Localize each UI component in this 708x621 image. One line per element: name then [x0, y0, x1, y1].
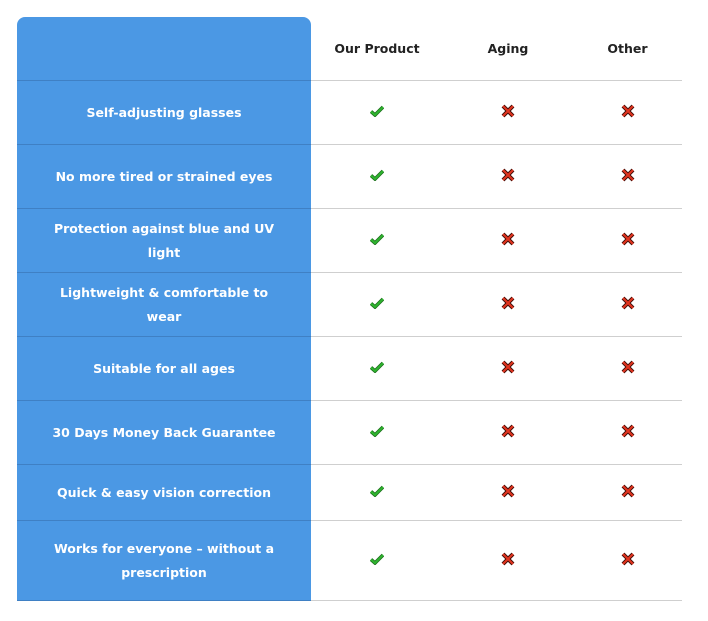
cross-icon — [501, 424, 515, 441]
cell — [311, 273, 443, 336]
feature-header — [17, 17, 311, 81]
table-row: 30 Days Money Back Guarantee — [17, 401, 682, 465]
check-icon — [369, 233, 385, 248]
column-other: Other — [607, 41, 648, 56]
cell — [573, 273, 682, 336]
cross-icon — [501, 104, 515, 121]
table-row: Works for everyone – without a prescript… — [17, 521, 682, 601]
check-icon — [369, 361, 385, 376]
column-aging: Aging — [487, 41, 529, 56]
check-icon — [369, 297, 385, 312]
cell — [573, 209, 682, 272]
cell — [443, 209, 573, 272]
cell — [443, 81, 573, 144]
cell — [443, 145, 573, 208]
cell — [573, 465, 682, 520]
cell — [443, 337, 573, 400]
cell — [573, 521, 682, 600]
cross-icon — [621, 296, 635, 313]
cell — [573, 401, 682, 464]
cell — [311, 209, 443, 272]
check-icon — [369, 169, 385, 184]
cross-icon — [501, 168, 515, 185]
feature-label: Protection against blue and UV light — [17, 209, 311, 273]
cell — [311, 401, 443, 464]
feature-label: Quick & easy vision correction — [17, 465, 311, 521]
cross-icon — [621, 484, 635, 501]
check-icon — [369, 425, 385, 440]
cross-icon — [621, 360, 635, 377]
cross-icon — [501, 232, 515, 249]
feature-label: 30 Days Money Back Guarantee — [17, 401, 311, 465]
cell — [443, 521, 573, 600]
feature-label: No more tired or strained eyes — [17, 145, 311, 209]
feature-label: Lightweight & comfortable to wear — [17, 273, 311, 337]
feature-label: Works for everyone – without a prescript… — [17, 521, 311, 601]
feature-label: Suitable for all ages — [17, 337, 311, 401]
check-icon — [369, 553, 385, 568]
cell — [573, 337, 682, 400]
cell — [311, 337, 443, 400]
table-row: Quick & easy vision correction — [17, 465, 682, 521]
cross-icon — [621, 232, 635, 249]
table-row: No more tired or strained eyes — [17, 145, 682, 209]
table-row: Protection against blue and UV light — [17, 209, 682, 273]
check-icon — [369, 105, 385, 120]
cell — [573, 145, 682, 208]
cell — [573, 81, 682, 144]
cell — [311, 81, 443, 144]
cross-icon — [501, 296, 515, 313]
cell — [311, 465, 443, 520]
table-header: Our Product Aging Other — [17, 17, 682, 81]
cell — [443, 401, 573, 464]
cross-icon — [621, 424, 635, 441]
feature-label: Self-adjusting glasses — [17, 81, 311, 145]
table-row: Self-adjusting glasses — [17, 81, 682, 145]
cross-icon — [621, 104, 635, 121]
cell — [311, 145, 443, 208]
cross-icon — [501, 360, 515, 377]
table-row: Lightweight & comfortable to wear — [17, 273, 682, 337]
cell — [311, 521, 443, 600]
check-icon — [369, 485, 385, 500]
table-row: Suitable for all ages — [17, 337, 682, 401]
cross-icon — [621, 552, 635, 569]
comparison-table: Our Product Aging Other Self-adjusting g… — [17, 17, 682, 601]
cross-icon — [621, 168, 635, 185]
cell — [443, 465, 573, 520]
cross-icon — [501, 552, 515, 569]
cell — [443, 273, 573, 336]
column-our-product: Our Product — [334, 41, 420, 56]
cross-icon — [501, 484, 515, 501]
